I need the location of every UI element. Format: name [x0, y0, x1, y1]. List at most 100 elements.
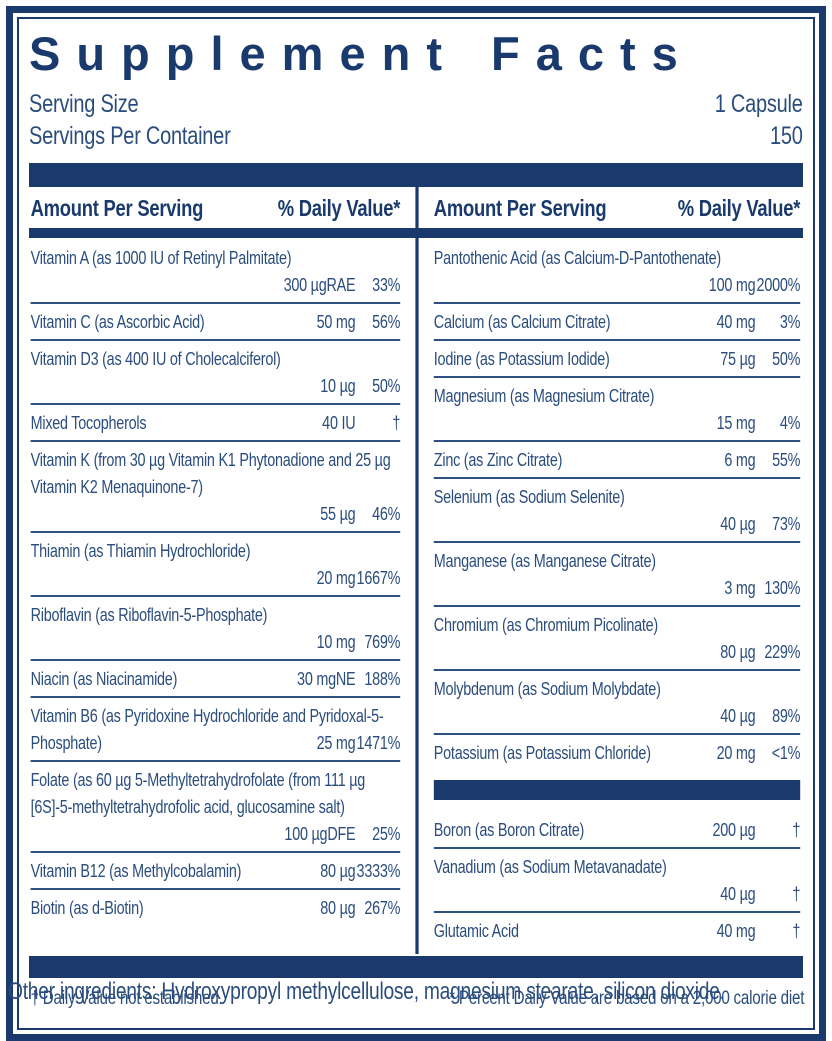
nutrient-values: 40 µg †	[434, 881, 800, 908]
nutrient-name: Glutamic Acid	[433, 920, 519, 941]
nutrient-amount: 3 mg	[724, 577, 756, 598]
nutrient-amount: 20 mg	[316, 567, 356, 588]
nutrient-name: Vitamin C (as Ascorbic Acid)	[30, 311, 205, 332]
nutrient-daily-value: 2000%	[756, 274, 801, 295]
nutrient-amount: 55 µg	[320, 503, 356, 524]
nutrient-name: Molybdenum (as Sodium Molybdate)	[433, 678, 661, 699]
nutrient-amount: 40 µg	[720, 883, 756, 904]
nutrient-values: 200 µg †	[675, 817, 801, 844]
nutrient-amount: 10 mg	[316, 631, 356, 652]
nutrient-amount: 6 mg	[724, 449, 756, 470]
nutrient-daily-value: 130%	[764, 577, 801, 598]
nutrient-values: 10 µg 50%	[31, 373, 400, 400]
supplement-row: Calcium (as Calcium Citrate) 40 mg 3%	[433, 304, 801, 341]
top-divider-bar	[29, 162, 803, 187]
nutrient-name: Vitamin B6 (as Pyridoxine Hydrochloride …	[30, 705, 384, 753]
nutrient-values: 55 µg 46%	[31, 501, 401, 528]
nutrient-daily-value: 4%	[779, 412, 801, 433]
nutrient-values: 3 mg 130%	[434, 575, 800, 602]
supplement-row: Zinc (as Zinc Citrate) 6 mg 55%	[433, 442, 800, 479]
section-divider-bar	[433, 779, 801, 800]
supplement-row: Manganese (as Manganese Citrate) 3 mg 130%	[433, 543, 800, 607]
nutrient-name: Calcium (as Calcium Citrate)	[433, 311, 611, 332]
nutrient-name: Vitamin A (as 1000 IU of Retinyl Palmita…	[30, 247, 292, 268]
nutrient-values: 40 mg 3%	[675, 309, 801, 336]
nutrient-name: Vitamin D3 (as 400 IU of Cholecalciferol…	[30, 348, 281, 369]
nutrient-daily-value: †	[792, 883, 801, 904]
nutrient-values: 25 mg 1471%	[275, 730, 401, 757]
daily-value-header: % Daily Value*	[277, 194, 401, 221]
nutrient-daily-value: <1%	[771, 742, 801, 763]
nutrient-name: Folate (as 60 µg 5-Methyltetrahydrofolat…	[30, 769, 366, 817]
nutrient-amount: 40 IU	[322, 412, 356, 433]
left-nutrient-column: Vitamin A (as 1000 IU of Retinyl Palmita…	[29, 238, 415, 954]
nutrient-name: Pantothenic Acid (as Calcium-D-Pantothen…	[433, 247, 721, 268]
nutrient-values: 80 µg 267%	[275, 895, 400, 922]
nutrient-name: Selenium (as Sodium Selenite)	[433, 486, 625, 507]
nutrient-daily-value: 1667%	[356, 567, 401, 588]
supplement-row: Vitamin B12 (as Methylcobalamin) 80 µg 333…	[30, 853, 401, 890]
daily-value-header: % Daily Value*	[677, 194, 801, 221]
nutrient-name: Biotin (as d-Biotin)	[30, 897, 144, 918]
nutrient-values: 50 mg 56%	[275, 309, 401, 336]
supplement-row: Vitamin K (from 30 µg Vitamin K1 Phytona…	[30, 442, 401, 533]
nutrient-values: 6 mg 55%	[675, 447, 800, 474]
footnotes: † Daily Value not established. * Percent…	[29, 978, 806, 1020]
right-column-header: Amount Per Serving % Daily Value*	[415, 186, 801, 228]
nutrient-name: Vanadium (as Sodium Metavanadate)	[433, 856, 667, 877]
nutrient-name: Iodine (as Potassium Iodide)	[433, 348, 610, 369]
other-ingredients: Other ingredients: Hydroxypropyl methylc…	[8, 978, 725, 1005]
nutrient-amount: 40 mg	[716, 920, 756, 941]
nutrient-name: Chromium (as Chromium Picolinate)	[433, 614, 658, 635]
nutrient-values: 40 µg 89%	[434, 703, 800, 730]
servings-per-container-value: 150	[769, 122, 803, 151]
supplement-row: Thiamin (as Thiamin Hydrochloride) 20 mg 1…	[30, 533, 401, 597]
left-column-header: Amount Per Serving % Daily Value*	[29, 187, 415, 228]
nutrient-values: 80 µg 229%	[434, 639, 800, 666]
nutrient-daily-value: 3333%	[356, 860, 401, 881]
supplement-row: Vitamin C (as Ascorbic Acid) 50 mg 56%	[30, 304, 401, 341]
nutrient-daily-value: 25%	[372, 823, 401, 844]
nutrient-name: Vitamin B12 (as Methylcobalamin)	[30, 860, 242, 881]
nutrient-daily-value: 769%	[364, 631, 401, 652]
nutrient-values: 100 mg 2000%	[434, 272, 801, 299]
serving-info: Serving Size 1 Capsule Servings Per Cont…	[29, 88, 803, 153]
nutrient-values: 40 IU †	[275, 410, 400, 437]
nutrient-name: Mixed Tocopherols	[30, 412, 147, 433]
nutrient-name: Riboflavin (as Riboflavin-5-Phosphate)	[30, 604, 268, 625]
nutrient-name: Thiamin (as Thiamin Hydrochloride)	[30, 540, 251, 561]
nutrient-daily-value: 55%	[772, 449, 801, 470]
supplement-row: Molybdenum (as Sodium Molybdate) 40 µg 89%	[433, 671, 800, 735]
servings-per-container-label: Servings Per Container	[29, 122, 231, 151]
nutrient-amount: 40 mg	[716, 311, 756, 332]
nutrient-values: 40 µg 73%	[434, 511, 800, 538]
nutrient-daily-value: 73%	[772, 513, 801, 534]
supplement-row: Riboflavin (as Riboflavin-5-Phosphate) 10…	[30, 597, 401, 661]
panel-inner-border: Supplement Facts Serving Size 1 Capsule …	[17, 17, 815, 1030]
supplement-row: Boron (as Boron Citrate) 200 µg †	[433, 812, 801, 849]
nutrient-daily-value: 1471%	[356, 732, 401, 753]
nutrient-values: 15 mg 4%	[434, 410, 801, 437]
nutrient-daily-value: 50%	[772, 348, 801, 369]
nutrient-daily-value: 3%	[779, 311, 801, 332]
nutrient-amount: 80 µg	[320, 860, 356, 881]
nutrient-daily-value: 89%	[772, 705, 801, 726]
nutrient-daily-value: 46%	[372, 503, 401, 524]
nutrient-name: Magnesium (as Magnesium Citrate)	[433, 385, 655, 406]
nutrient-daily-value: †	[792, 920, 801, 941]
supplement-row: Selenium (as Sodium Selenite) 40 µg 73%	[433, 479, 800, 543]
nutrient-amount: 80 µg	[720, 641, 756, 662]
nutrient-values: 300 µgRAE 33%	[31, 272, 401, 299]
nutrient-amount: 40 µg	[720, 705, 756, 726]
nutrient-table: Vitamin A (as 1000 IU of Retinyl Palmita…	[29, 237, 803, 954]
supplement-row: Mixed Tocopherols 40 IU †	[30, 405, 400, 442]
asterisk-footnote: * Percent Daily Value are based on a 2,0…	[449, 987, 805, 1009]
supplement-row: Glutamic Acid 40 mg †	[433, 913, 801, 948]
nutrient-amount: 200 µg	[712, 819, 756, 840]
nutrient-name: Vitamin K (from 30 µg Vitamin K1 Phytona…	[30, 449, 391, 497]
supplement-row: Potassium (as Potassium Chloride) 20 mg <1…	[434, 735, 801, 770]
column-headers-wrap: Amount Per Serving % Daily Value* Amount…	[29, 186, 803, 228]
nutrient-amount: 100 mg	[708, 274, 756, 295]
nutrient-daily-value: †	[792, 819, 801, 840]
supplement-row: Chromium (as Chromium Picolinate) 80 µg 22…	[433, 607, 800, 671]
